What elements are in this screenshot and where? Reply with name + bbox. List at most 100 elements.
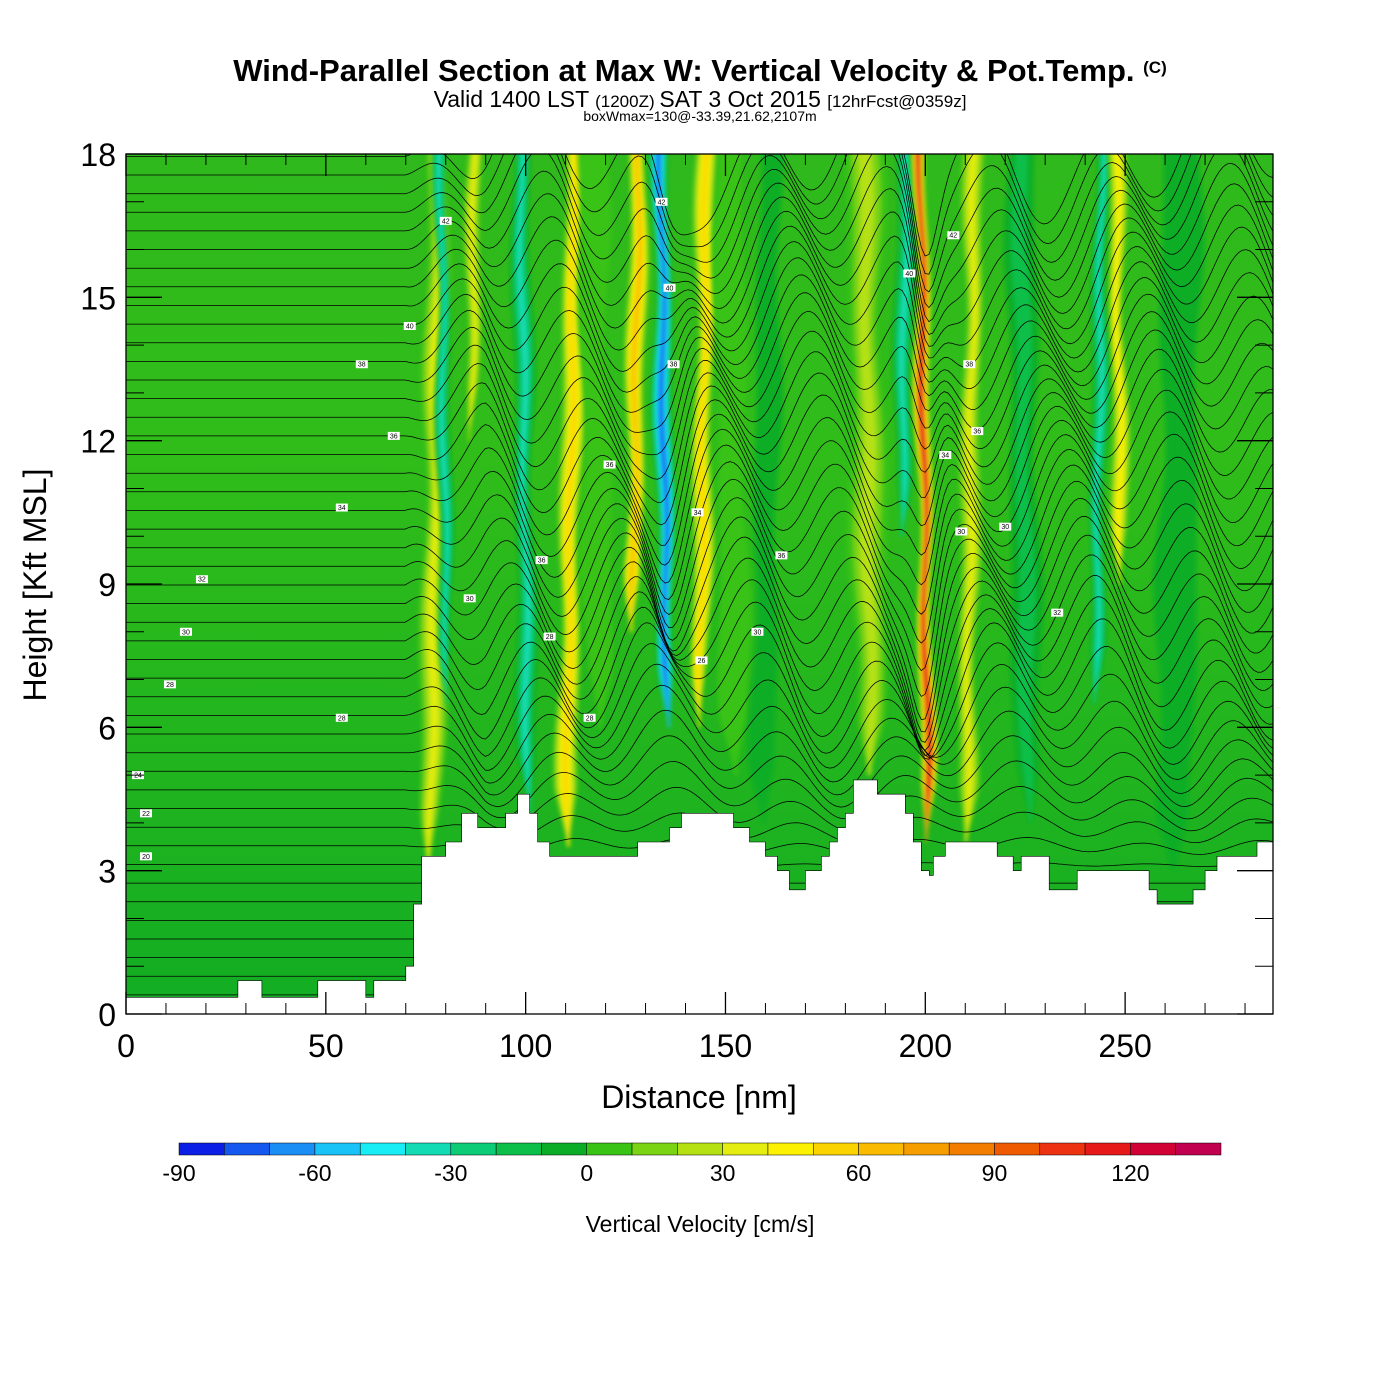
velocity-feature-4 <box>552 154 589 847</box>
velocity-band <box>1093 154 1107 704</box>
velocity-band <box>577 154 613 728</box>
contour-label: 38 <box>355 360 368 369</box>
velocity-band <box>657 154 670 728</box>
colorbar-tick-label: -30 <box>434 1160 467 1186</box>
contour-label-bg <box>543 632 556 641</box>
contour-label-bg <box>999 522 1012 531</box>
contour-label-bg <box>439 216 452 225</box>
y-tick-label: 12 <box>80 424 116 460</box>
contour-label-text: 40 <box>406 324 414 331</box>
y-tick-label: 6 <box>98 710 116 746</box>
x-tick-label: 150 <box>699 1028 752 1064</box>
contour-label-text: 30 <box>754 629 762 636</box>
isentrope-line <box>126 478 1273 672</box>
contour-label-bg <box>463 594 476 603</box>
contour-label: 42 <box>947 231 960 240</box>
colorbar-tick-label: 60 <box>846 1160 872 1186</box>
contour-label: 30 <box>999 522 1012 531</box>
contour-label-bg <box>387 431 400 440</box>
isentrope-line <box>126 444 1273 615</box>
contour-label: 32 <box>1051 608 1064 617</box>
contour-label-text: 34 <box>941 453 949 460</box>
chart-subtitle: Valid 1400 LST (1200Z) SAT 3 Oct 2015 [1… <box>434 86 967 112</box>
contour-label: 36 <box>603 460 616 469</box>
contour-label: 36 <box>387 431 400 440</box>
contour-label-text: 26 <box>698 658 706 665</box>
isentrope-line <box>126 154 1273 257</box>
colorbar-swatch <box>541 1142 587 1156</box>
velocity-band <box>747 154 785 823</box>
isentrope-line <box>126 183 1273 335</box>
contour-label: 26 <box>695 656 708 665</box>
isentrope-line <box>126 735 1273 808</box>
y-tick-label: 15 <box>80 280 116 316</box>
isentrope-line <box>126 154 1273 309</box>
colorbar-swatch <box>495 1142 542 1156</box>
velocity-band <box>436 154 450 704</box>
colorbar-swatch <box>631 1142 678 1156</box>
velocity-feature-5 <box>577 154 613 728</box>
isentrope-line <box>126 241 1273 372</box>
contour-label-text: 34 <box>694 510 702 517</box>
isentrope-line <box>126 154 1273 293</box>
isentrope-line <box>126 760 1273 820</box>
colorbar-swatch <box>903 1142 950 1156</box>
x-axis-label: Distance [nm] <box>601 1079 797 1115</box>
contour-label-bg <box>603 460 616 469</box>
colorbar-swatch <box>677 1142 723 1156</box>
isentrope-line <box>126 329 1273 480</box>
subtitle-forecast: [12hrFcst@0359z] <box>827 92 966 111</box>
contour-label-bg <box>691 508 704 517</box>
contour-label-text: 28 <box>338 715 346 722</box>
velocity-feature-7 <box>648 154 676 728</box>
isentrope-line <box>126 497 1273 697</box>
contour-label: 28 <box>335 713 348 722</box>
contour-labels: 42 40 38 36 34 32 30 28 28 24 22 20 42 40 38 36 34 36 30 28… <box>131 197 1064 861</box>
contour-label: 40 <box>663 283 676 292</box>
colorbar-swatch <box>994 1142 1041 1156</box>
contour-label-bg <box>947 231 960 240</box>
velocity-feature-11 <box>844 154 890 776</box>
contour-label: 42 <box>439 216 452 225</box>
contour-label-text: 28 <box>546 634 554 641</box>
isentrope-line <box>126 257 1273 393</box>
isentrope-line <box>126 663 1273 771</box>
contour-label-bg <box>335 503 348 512</box>
contour-label-text: 30 <box>466 596 474 603</box>
colorbar-tick-label: 90 <box>982 1160 1008 1186</box>
contour-label-text: 38 <box>670 362 678 369</box>
isentrope-line <box>126 311 1273 456</box>
plot-area: 42 40 38 36 34 32 30 28 28 24 22 20 42 40 38 36 34 36 30 28… <box>126 154 1273 1014</box>
velocity-features <box>417 154 1205 871</box>
isentrope-line <box>126 554 1273 743</box>
contour-label-text: 30 <box>182 629 190 636</box>
contour-label-text: 30 <box>957 529 965 536</box>
isentrope-line <box>126 684 1273 784</box>
contour-label-text: 30 <box>1001 524 1009 531</box>
velocity-band <box>696 154 709 728</box>
isentrope-line <box>126 428 1273 586</box>
contour-label-bg <box>403 322 416 330</box>
contour-label-text: 32 <box>1053 610 1061 617</box>
contour-label-text: 40 <box>905 271 913 278</box>
velocity-band <box>560 154 581 847</box>
colorbar-swatch <box>178 1142 225 1156</box>
x-tick-label: 50 <box>308 1028 344 1064</box>
isentrope-line <box>126 786 1273 832</box>
colorbar-swatch <box>314 1142 361 1156</box>
contour-label: 28 <box>163 680 176 689</box>
colorbar-swatch <box>1039 1142 1086 1156</box>
x-tick-label: 100 <box>499 1028 552 1064</box>
velocity-feature-8 <box>689 154 718 728</box>
x-axis: 0 50 100 150 200 250 <box>117 154 1246 1064</box>
colorbar: -90 -60 -30 0 30 60 90 120 <box>162 1142 1222 1186</box>
colorbar-tick-label: 120 <box>1111 1160 1149 1186</box>
x-tick-label: 0 <box>117 1028 135 1064</box>
velocity-feature-18 <box>1153 154 1205 871</box>
y-tick-label: 9 <box>98 567 116 603</box>
contour-label-bg <box>939 451 952 459</box>
contour-label-text: 36 <box>538 558 546 565</box>
terrain <box>126 779 1273 1014</box>
velocity-band <box>712 154 752 776</box>
